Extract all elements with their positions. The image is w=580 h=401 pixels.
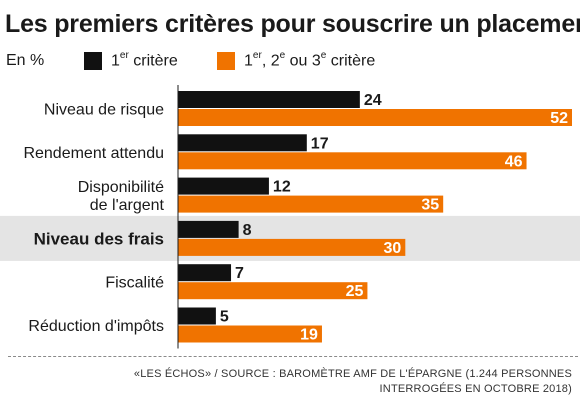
category-label: Rendement attendu [23, 145, 164, 162]
legend-item-top3-criteria: 1er, 2e ou 3e critère [217, 50, 376, 70]
value-label-top3-criteria: 30 [384, 240, 402, 257]
value-label-top3-criteria: 52 [550, 110, 568, 127]
bar-first-criterion [178, 91, 360, 108]
value-label-top3-criteria: 19 [300, 327, 318, 344]
bar-top3-criteria [178, 195, 444, 213]
value-label-first-criterion: 12 [273, 179, 291, 196]
legend-item-first-criterion: 1er critère [84, 50, 178, 70]
category-label: Niveau des frais [34, 229, 164, 248]
value-label-top3-criteria: 25 [346, 283, 364, 300]
footer-divider [8, 356, 578, 357]
bar-top3-criteria [178, 152, 527, 170]
category-label: Niveau de risque [44, 102, 164, 119]
unit-label: En % [6, 52, 45, 69]
source-note: «LES ÉCHOS» / SOURCE : BAROMÈTRE AMF DE … [133, 368, 572, 395]
value-label-first-criterion: 17 [311, 135, 329, 152]
value-label-top3-criteria: 35 [421, 197, 439, 214]
chart-title: Les premiers critères pour souscrire un … [5, 10, 580, 38]
legend-swatch-orange [217, 51, 235, 70]
category-label: de l'argent [90, 197, 165, 214]
bar-first-criterion [178, 177, 269, 195]
value-label-top3-criteria: 46 [505, 153, 523, 170]
bar-first-criterion [178, 264, 232, 282]
category-label: Disponibilité [78, 179, 164, 196]
bar-first-criterion [178, 134, 307, 152]
value-label-first-criterion: 7 [235, 265, 244, 282]
bar-top3-criteria [178, 109, 572, 126]
bar-top3-criteria [178, 282, 368, 300]
bar-first-criterion [178, 220, 239, 238]
value-label-first-criterion: 24 [364, 92, 382, 109]
bar-top3-criteria [178, 325, 322, 343]
category-label: Réduction d'impôts [28, 318, 164, 335]
legend-label-top3-criteria: 1er, 2e ou 3e critère [244, 50, 376, 70]
value-label-first-criterion: 8 [243, 222, 252, 239]
bar-first-criterion [178, 307, 216, 325]
bar-chart: Niveau de risque 24 52 Rendement attendu 17 4… [0, 85, 580, 349]
bar-top3-criteria [178, 238, 406, 256]
legend-label-first-criterion: 1er critère [111, 50, 178, 70]
legend-swatch-black [84, 51, 102, 70]
category-label: Fiscalité [105, 275, 164, 292]
value-label-first-criterion: 5 [220, 309, 229, 326]
